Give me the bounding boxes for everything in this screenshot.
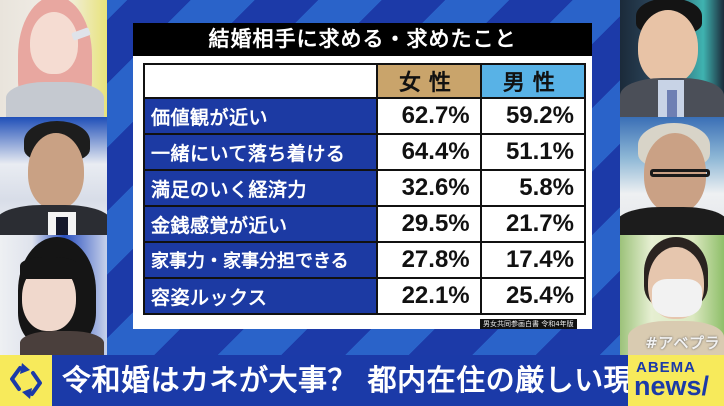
table-row: 価値観が近い 62.7% 59.2% — [142, 97, 587, 135]
chart-title: 結婚相手に求める・求めたこと — [133, 23, 592, 56]
female-value: 32.6% — [376, 169, 482, 207]
table-row: 家事力・家事分担できる 27.8% 17.4% — [142, 241, 587, 279]
female-value: 22.1% — [376, 277, 482, 315]
video-tile-left-3 — [0, 235, 107, 355]
glasses — [650, 169, 710, 177]
video-tile-left-2 — [0, 117, 107, 235]
male-value: 17.4% — [479, 241, 587, 279]
logo-news-text: news/ — [634, 371, 710, 401]
row-label: 家事力・家事分担できる — [142, 241, 379, 279]
row-label: 価値観が近い — [142, 97, 379, 135]
headline-banner: 令和婚はカネが大事？ 都内在住の厳しい現実 — [52, 355, 662, 406]
female-value: 62.7% — [376, 97, 482, 135]
table-row: 満足のいく経済力 32.6% 5.8% — [142, 169, 587, 207]
header-blank — [142, 63, 379, 99]
row-label: 一緒にいて落ち着ける — [142, 133, 379, 171]
female-value: 29.5% — [376, 205, 482, 243]
person-face — [30, 12, 78, 74]
video-tile-right-3: #アベプラ — [620, 235, 724, 355]
row-label: 満足のいく経済力 — [142, 169, 379, 207]
face-mask — [652, 279, 702, 317]
video-tile-left-1 — [0, 0, 107, 117]
male-value: 5.8% — [479, 169, 587, 207]
person-face — [28, 133, 84, 209]
person-face — [638, 10, 698, 84]
video-tile-right-2 — [620, 117, 724, 235]
comparison-table: 女性 男性 価値観が近い 62.7% 59.2% 一緒にいて落ち着ける 64.4… — [142, 63, 587, 315]
refresh-arrows-icon — [10, 362, 42, 399]
video-tile-right-1 — [620, 0, 724, 117]
refresh-box — [0, 355, 52, 406]
table-header-row: 女性 男性 — [142, 63, 587, 99]
male-value: 25.4% — [479, 277, 587, 315]
header-female: 女性 — [376, 63, 482, 99]
table-row: 容姿ルックス 22.1% 25.4% — [142, 277, 587, 315]
male-value: 59.2% — [479, 97, 587, 135]
table-row: 一緒にいて落ち着ける 64.4% 51.1% — [142, 133, 587, 171]
row-label: 容姿ルックス — [142, 277, 379, 315]
table-row: 金銭感覚が近い 29.5% 21.7% — [142, 205, 587, 243]
source-label: 男女共同参画白書 令和4年版 — [480, 319, 577, 329]
female-value: 27.8% — [376, 241, 482, 279]
hashtag-label: #アベプラ — [645, 334, 720, 352]
row-label: 金銭感覚が近い — [142, 205, 379, 243]
header-male: 男性 — [479, 63, 587, 99]
male-value: 51.1% — [479, 133, 587, 171]
logo-abema-text: ABEMA — [636, 359, 696, 376]
female-value: 64.4% — [376, 133, 482, 171]
abema-news-logo: ABEMA news/ — [628, 355, 724, 406]
person-face — [644, 133, 706, 213]
male-value: 21.7% — [479, 205, 587, 243]
